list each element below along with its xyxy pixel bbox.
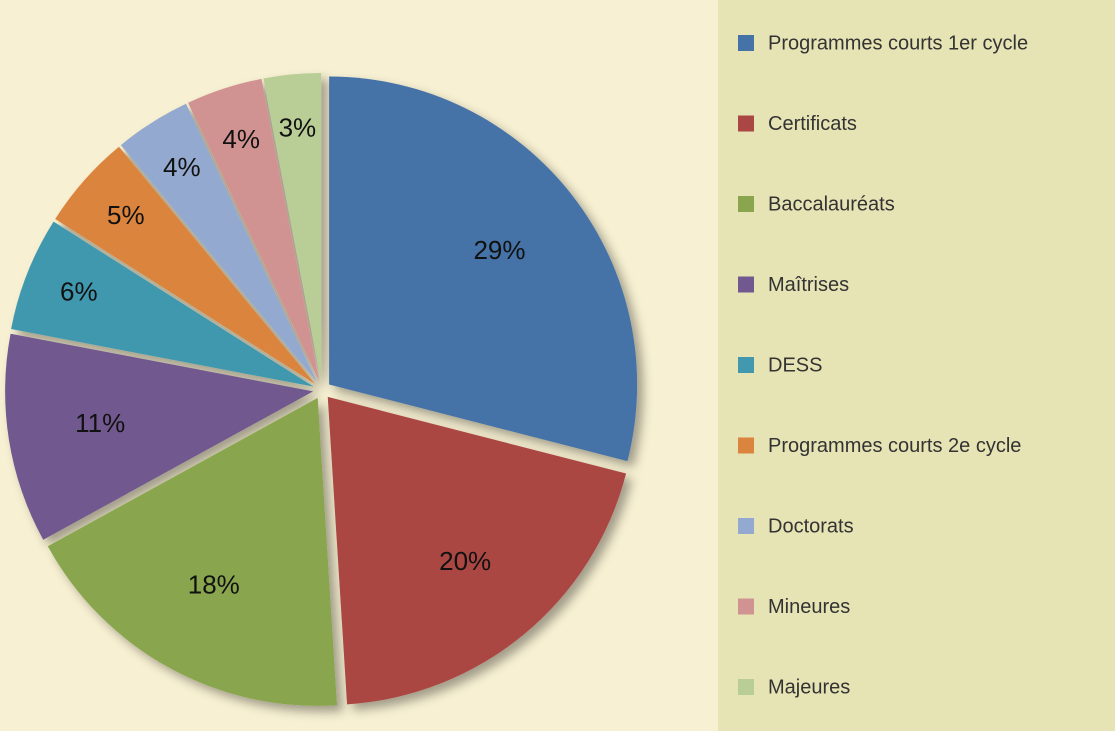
- pie-slice: [47, 397, 338, 706]
- legend-label: Certificats: [768, 113, 857, 135]
- legend-box: [718, 0, 1115, 731]
- pie-slice: [263, 73, 322, 382]
- legend-marker: [738, 679, 754, 695]
- data-label: 5%: [107, 200, 145, 230]
- data-label: 18%: [188, 570, 240, 600]
- data-label: 29%: [473, 235, 525, 265]
- pie-slice: [55, 146, 316, 385]
- pie-slice: [329, 76, 638, 462]
- legend-label: Maîtrises: [768, 274, 849, 296]
- data-label: 3%: [279, 112, 317, 142]
- pie-slice: [188, 78, 320, 382]
- legend-label: Mineures: [768, 596, 850, 618]
- pie-slice: [120, 103, 318, 383]
- data-label: 6%: [60, 277, 98, 307]
- legend-label: Baccalauréats: [768, 193, 895, 215]
- legend-label: Programmes courts 1er cycle: [768, 32, 1028, 54]
- legend-marker: [738, 196, 754, 212]
- data-label: 11%: [75, 408, 125, 438]
- pie-slice: [5, 333, 314, 540]
- legend-label: DESS: [768, 354, 822, 376]
- legend-marker: [738, 598, 754, 615]
- pie: [5, 73, 638, 706]
- legend-marker: [738, 115, 754, 132]
- legend-marker: [738, 357, 754, 373]
- legend-label: Doctorats: [768, 515, 854, 537]
- data-label: 4%: [222, 124, 260, 154]
- pie-slice: [327, 396, 627, 705]
- pie-slice: [11, 221, 314, 387]
- legend-marker: [738, 276, 754, 293]
- legend-label: Majeures: [768, 676, 850, 698]
- legend-marker: [738, 437, 754, 454]
- data-label: 20%: [439, 546, 491, 576]
- data-label: 4%: [163, 152, 201, 182]
- legend-marker: [738, 518, 754, 534]
- legend-marker: [738, 35, 754, 51]
- legend-label: Programmes courts 2e cycle: [768, 435, 1021, 457]
